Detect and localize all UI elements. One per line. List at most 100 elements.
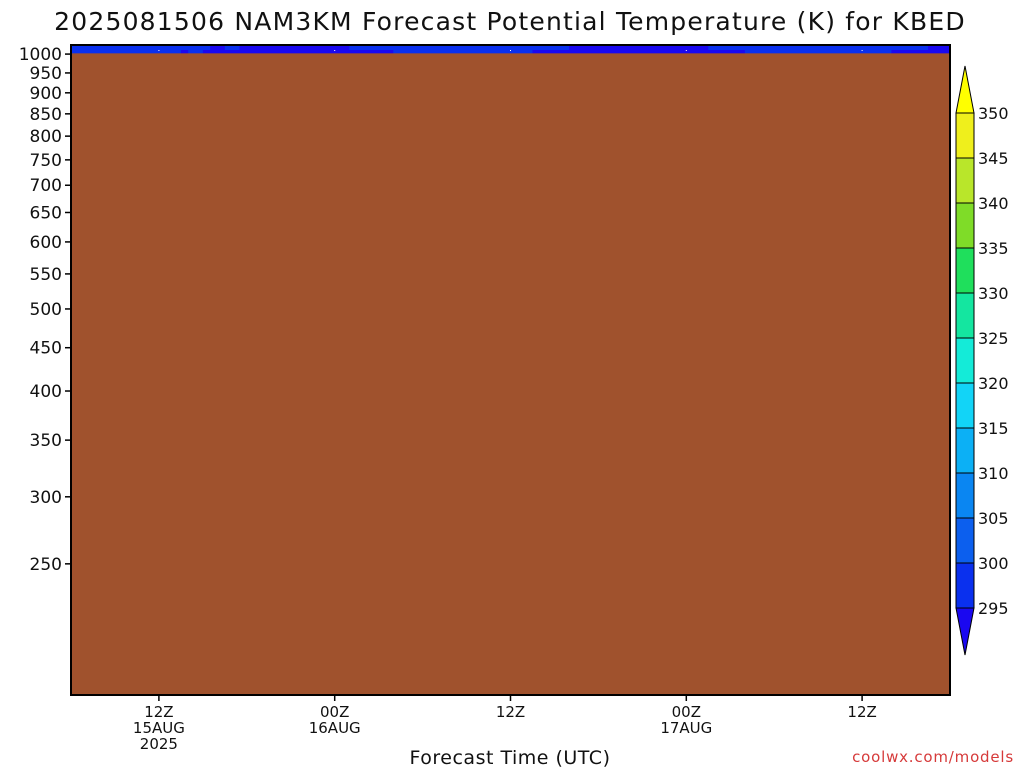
field-cell <box>657 45 666 51</box>
field-cell <box>107 45 116 51</box>
field-cell <box>935 45 944 51</box>
field-cell <box>613 50 622 56</box>
field-cell <box>85 50 94 56</box>
field-cell <box>664 45 673 51</box>
field-cell <box>898 45 907 51</box>
field-cell <box>642 50 651 56</box>
field-cell <box>547 45 556 51</box>
field-cell <box>818 50 827 56</box>
field-cell <box>224 45 233 51</box>
field-cell <box>459 50 468 56</box>
field-cell <box>678 45 688 51</box>
field-cell <box>202 45 211 51</box>
field-cell <box>657 50 666 56</box>
field-cell <box>232 50 241 56</box>
field-cell <box>935 50 944 56</box>
field-cell <box>854 50 863 56</box>
field-cell <box>744 50 753 56</box>
field-cell <box>349 50 358 56</box>
field-cell <box>268 45 277 51</box>
field-cell <box>400 45 409 51</box>
field-cell <box>517 50 526 56</box>
field-cell <box>107 50 116 56</box>
field-cell <box>422 50 431 56</box>
field-cell <box>364 50 373 56</box>
field-cell <box>744 45 753 51</box>
field-cell <box>92 45 101 51</box>
field-cell <box>561 45 570 51</box>
field-cell <box>539 45 548 51</box>
field-cell <box>466 50 475 56</box>
field-cell <box>942 50 950 56</box>
field-cell <box>825 45 834 51</box>
field-cell <box>803 50 812 56</box>
field-cell <box>312 45 321 51</box>
field-cell <box>708 45 717 51</box>
field-cell <box>510 50 519 56</box>
field-cell <box>429 45 438 51</box>
field-cell <box>144 50 153 56</box>
field-cell <box>598 50 607 56</box>
field-cell <box>583 45 592 51</box>
field-cell <box>129 50 138 56</box>
field-cell <box>378 50 387 56</box>
field-cell <box>752 50 761 56</box>
field-cell <box>686 50 695 56</box>
field-cell <box>832 50 841 56</box>
field-cell <box>488 45 497 51</box>
field-cell <box>195 50 204 56</box>
field-cell <box>407 50 416 56</box>
field-cell <box>459 45 468 51</box>
field-cell <box>232 45 241 51</box>
field-cell <box>305 50 314 56</box>
field-cell <box>913 45 922 51</box>
field-cell <box>136 50 145 56</box>
field-cell <box>239 45 248 51</box>
field-cell <box>437 45 446 51</box>
field-cell <box>876 45 885 51</box>
field-cell <box>283 50 292 56</box>
field-cell <box>400 50 409 56</box>
field-cell <box>913 50 922 56</box>
field-cell <box>869 45 878 51</box>
field-cell <box>532 50 541 56</box>
field-cell <box>715 45 724 51</box>
field-cell <box>832 45 841 51</box>
field-cell <box>810 45 819 51</box>
field-cell <box>356 45 365 51</box>
field-cell <box>151 45 160 51</box>
field-cell <box>246 45 255 51</box>
field-cell <box>715 50 724 56</box>
field-cell <box>437 50 446 56</box>
field-cell <box>320 50 329 56</box>
field-cell <box>78 50 87 56</box>
field-cell <box>92 50 101 56</box>
field-cell <box>158 50 167 56</box>
field-cell <box>349 45 358 51</box>
field-cell <box>158 45 167 51</box>
field-cell <box>598 45 607 51</box>
field-cell <box>422 45 431 51</box>
field-cell <box>144 45 153 51</box>
field-cell <box>356 50 365 56</box>
field-cell <box>188 50 197 56</box>
field-cell <box>525 50 534 56</box>
field-cell <box>818 45 827 51</box>
field-cell <box>327 50 336 56</box>
field-cell <box>708 50 717 56</box>
field-cell <box>481 45 490 51</box>
field-cell <box>862 50 871 56</box>
field-cell <box>525 45 534 51</box>
field-cell <box>840 50 849 56</box>
field-cell <box>466 45 475 51</box>
field-cell <box>114 50 123 56</box>
field-cell <box>649 50 658 56</box>
field-cell <box>635 45 644 51</box>
field-cell <box>605 45 614 51</box>
field-cell <box>473 50 482 56</box>
field-cell <box>385 50 395 56</box>
field-cell <box>569 50 578 56</box>
field-cell <box>276 45 285 51</box>
field-cell <box>415 50 424 56</box>
field-cell <box>627 45 636 51</box>
